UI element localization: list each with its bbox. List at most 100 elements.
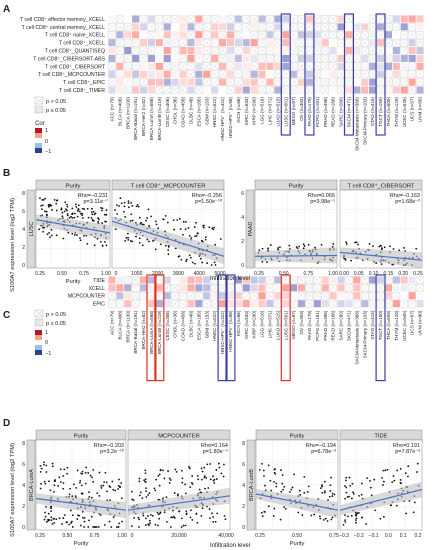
heatmap-a-cross	[401, 71, 408, 78]
panel-b-paad-purity-point	[331, 246, 334, 248]
panel-b-lusc-cd8-point	[185, 221, 187, 223]
panel-b-paad-cibersort-trend-line	[339, 251, 423, 261]
panel-b-lusc-cd8-point	[120, 202, 123, 205]
heatmap-a-cell	[132, 54, 140, 62]
panel-d-luma-mcp-point	[223, 463, 225, 466]
heatmap-c-cross	[369, 292, 376, 299]
panel-b-lusc-purity-point	[77, 204, 80, 207]
heatmap-a-col-label: KIRP (n=290)	[252, 97, 257, 125]
panel-d-luma-mcp-point	[138, 477, 141, 480]
heatmap-a-cell	[329, 70, 337, 78]
panel-d-luma-purity-point	[62, 517, 65, 519]
panel-d-luma-mcp-point	[189, 486, 192, 489]
panel-d-luma-mcp-point	[190, 509, 192, 512]
panel-d-luma-purity-point	[117, 488, 119, 490]
heatmap-c-cell	[321, 284, 329, 292]
heatmap-a-cell	[282, 31, 290, 39]
panel-b-lusc-cd8-point	[187, 227, 190, 229]
panel-d-luma-mcp-point	[163, 477, 166, 480]
panel-b-lusc-purity-point	[99, 240, 102, 243]
panel-d-lumb-purity-point	[324, 490, 326, 493]
heatmap-a-cell	[353, 15, 361, 23]
heatmap-a-cross	[227, 15, 234, 23]
heatmap-c-cell	[140, 300, 148, 308]
heatmap-a-cross	[298, 23, 305, 30]
panel-b-lusc-purity-point	[83, 208, 86, 211]
heatmap-a-cross	[219, 31, 226, 38]
heatmap-a-cell	[377, 70, 385, 78]
panel-b-paad-cibersort-x-tick: 0.00	[339, 271, 349, 277]
panel-b-lusc-purity-point	[66, 203, 68, 206]
panel-d-lumb-purity-point	[306, 491, 309, 493]
panel-d-luma-purity-point	[104, 472, 107, 474]
panel-b-lusc-cd8-point	[219, 238, 222, 240]
panel-b-lusc-cd8-point	[178, 217, 181, 220]
panel-b-lusc-cd8-point	[190, 237, 193, 239]
heatmap-a-cross	[124, 39, 131, 46]
heatmap-c-cross	[385, 300, 392, 307]
heatmap-a-row-label: T cell CD8⁺_CIBERSORT-ABS	[33, 56, 105, 62]
panel-b-paad-purity-point	[298, 245, 301, 248]
heatmap-c-cell	[155, 284, 163, 292]
panel-label-a: A	[3, 4, 10, 15]
panel-d-luma-mcp-point	[144, 480, 147, 483]
heatmap-a-cell	[408, 78, 416, 86]
heatmap-a-cell	[282, 47, 290, 55]
legend-c-colorbar-step	[35, 350, 42, 355]
heatmap-a-cell	[266, 70, 274, 78]
heatmap-c-cell	[211, 292, 219, 300]
heatmap-a-cross	[179, 55, 187, 62]
heatmap-c-cross	[108, 292, 116, 299]
heatmap-a-cell	[400, 15, 408, 23]
panel-b-lusc-cd8-point	[141, 244, 144, 247]
panel-d-luma-purity-point	[82, 516, 84, 519]
panel-b-lusc-purity-point	[42, 230, 44, 233]
heatmap-c-highlight-box	[146, 274, 157, 382]
panel-d-luma-purity-point	[119, 486, 121, 489]
panel-d-lumb-tide-point	[370, 494, 373, 497]
heatmap-a-cell	[384, 62, 392, 70]
panel-d-lumb-purity-x-label: Purity	[290, 541, 305, 547]
heatmap-a-cross	[219, 47, 226, 54]
panel-b-lusc-cd8-point	[204, 238, 207, 241]
panel-d-luma-mcp-point	[145, 490, 148, 492]
heatmap-a-col-label: ACC (n=79)	[110, 97, 115, 122]
panel-b-lusc-purity-point	[79, 239, 82, 242]
panel-b-paad-cibersort-point	[379, 244, 382, 247]
heatmap-a-cross	[116, 23, 123, 30]
heatmap-c-highlight-box	[217, 274, 228, 382]
legend-a-sig-swatch	[34, 105, 44, 114]
panel-d-luma-purity-point	[39, 470, 42, 473]
heatmap-c-cell	[416, 300, 424, 308]
heatmap-a-cross	[306, 86, 313, 94]
panel-b-lusc-purity-point	[74, 203, 77, 206]
panel-b-paad-purity-point	[307, 243, 310, 246]
heatmap-c-cell	[203, 292, 211, 300]
panel-b-paad-cibersort-point	[368, 243, 371, 245]
panel-d-luma-purity-point	[120, 497, 123, 500]
panel-d-lumb-purity-point	[275, 482, 278, 485]
panel-b-lusc-purity-point	[103, 213, 106, 216]
panel-d-luma-purity-point	[43, 518, 46, 521]
heatmap-c-highlight-box	[154, 274, 165, 382]
heatmap-c-cross	[172, 300, 179, 307]
heatmap-a-cross	[203, 47, 210, 54]
heatmap-a-cell	[321, 39, 329, 47]
panel-d-luma-purity-point	[121, 520, 123, 523]
heatmap-c-cell	[361, 300, 369, 308]
heatmap-a-cell	[179, 23, 187, 31]
panel-d-lumb-tide-point	[407, 475, 409, 478]
heatmap-a-cross	[227, 63, 234, 70]
panel-b-lusc-cd8-point	[185, 258, 188, 261]
heatmap-a-cell	[400, 62, 408, 70]
panel-d-lumb-tide-point	[360, 482, 363, 485]
panel-b-lusc-cd8-x-tick: 3000	[173, 271, 184, 277]
panel-d-luma-purity-point	[117, 526, 120, 528]
heatmap-a-cross	[258, 23, 266, 30]
panel-d-lumb-tide-point	[365, 523, 368, 525]
heatmap-a-cross	[290, 79, 297, 86]
heatmap-a-cell	[226, 39, 234, 47]
panel-b-lusc-cd8-point	[192, 261, 194, 264]
panel-d-luma-purity-point	[49, 505, 52, 508]
heatmap-c-cell	[250, 276, 258, 284]
